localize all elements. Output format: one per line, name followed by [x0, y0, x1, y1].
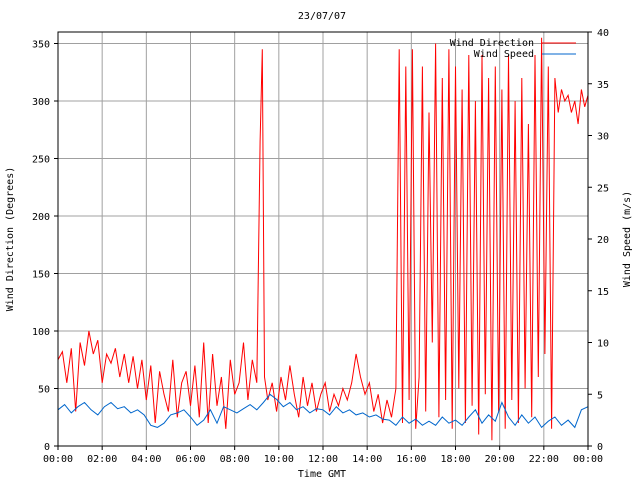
- series-line-wind-speed: [57, 393, 589, 429]
- left-tick-label: 300: [32, 97, 50, 108]
- x-tick-label: 04:00: [131, 454, 161, 465]
- right-tick-label: 15: [597, 287, 609, 298]
- x-tick-label: 00:00: [573, 454, 603, 465]
- left-axis-ticks: 0 50 100 150 200 250 300 350: [32, 40, 58, 453]
- left-tick-label: 50: [38, 385, 50, 396]
- right-tick-label: 30: [597, 132, 609, 143]
- x-tick-label: 22:00: [529, 454, 559, 465]
- x-tick-label: 16:00: [396, 454, 426, 465]
- left-tick-label: 100: [32, 327, 50, 338]
- right-tick-label: 5: [597, 390, 603, 401]
- grid: [57, 32, 589, 447]
- left-tick-label: 200: [32, 212, 50, 223]
- series-layer: [57, 37, 589, 441]
- x-tick-label: 12:00: [308, 454, 338, 465]
- legend-label: Wind Direction: [450, 38, 534, 49]
- x-tick-label: 18:00: [440, 454, 470, 465]
- right-axis-ticks: 0 5 10 15 20 25 30 35 40: [588, 28, 609, 453]
- x-tick-label: 14:00: [352, 454, 382, 465]
- chart-title: 23/07/07: [298, 11, 346, 22]
- right-tick-label: 25: [597, 183, 609, 194]
- left-tick-label: 250: [32, 155, 50, 166]
- x-axis-label: Time GMT: [298, 469, 346, 480]
- right-tick-label: 20: [597, 235, 609, 246]
- x-tick-label: 00:00: [43, 454, 73, 465]
- x-tick-label: 06:00: [175, 454, 205, 465]
- x-tick-label: 20:00: [485, 454, 515, 465]
- right-tick-label: 10: [597, 339, 609, 350]
- left-axis-label: Wind Direction (Degrees): [5, 167, 16, 312]
- x-tick-label: 10:00: [264, 454, 294, 465]
- series-line-wind-direction: [57, 37, 589, 441]
- left-tick-label: 350: [32, 40, 50, 51]
- right-axis-label: Wind Speed (m/s): [622, 191, 633, 287]
- x-tick-label: 08:00: [220, 454, 250, 465]
- right-tick-label: 0: [597, 442, 603, 453]
- left-tick-label: 0: [44, 442, 50, 453]
- legend-label: Wind Speed: [474, 49, 534, 60]
- x-tick-label: 02:00: [87, 454, 117, 465]
- x-axis-ticks: 00:00 02:00 04:00 06:00 08:00 10:00 12:00 14:00…: [43, 446, 603, 465]
- left-tick-label: 150: [32, 270, 50, 281]
- right-tick-label: 35: [597, 80, 609, 91]
- right-tick-label: 40: [597, 28, 609, 39]
